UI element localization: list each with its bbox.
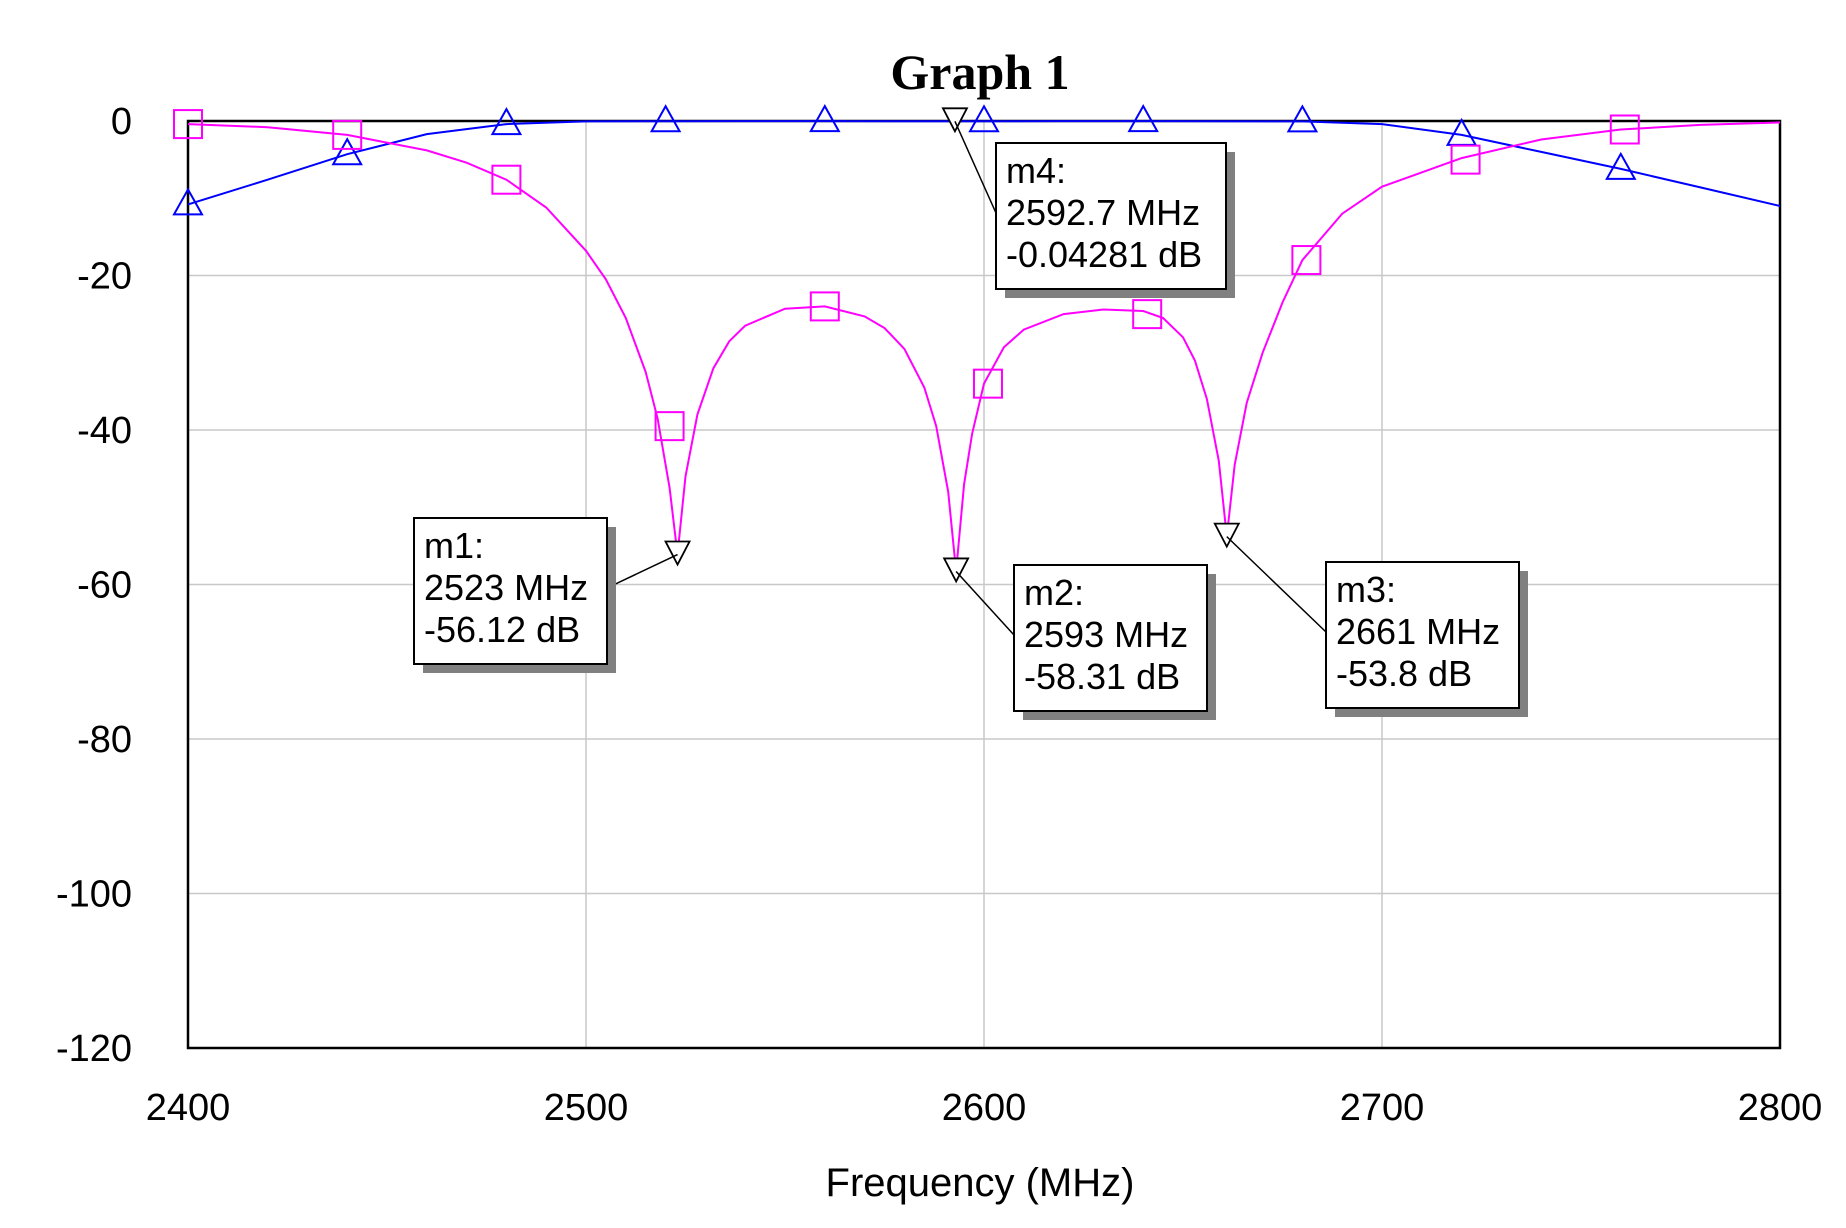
marker-1-leader xyxy=(606,553,678,589)
y-axis-ticks: 0 -20 -40 -60 -80 -100 -120 xyxy=(56,101,132,1070)
series-2-point xyxy=(1450,144,1481,175)
series-2 xyxy=(188,121,1780,572)
series-1-point xyxy=(172,187,204,216)
series-2-point xyxy=(173,109,203,140)
marker-group: m1:2523 MHz-56.12 dB m2:2593 MHz-58.31 dB… xyxy=(413,107,1528,720)
y-tick-label: -40 xyxy=(77,410,132,452)
marker-4-value: -0.04281 dB xyxy=(1006,234,1202,275)
marker-3-frequency: 2661 MHz xyxy=(1336,611,1500,652)
x-tick-label: 2400 xyxy=(146,1087,231,1129)
y-tick-label: -80 xyxy=(77,719,132,761)
series-2-point xyxy=(1609,114,1640,145)
y-tick-label: -20 xyxy=(77,256,132,298)
marker-4-frequency: 2592.7 MHz xyxy=(1006,192,1200,233)
y-tick-label: -60 xyxy=(77,565,132,607)
marker-2-frequency: 2593 MHz xyxy=(1024,614,1188,655)
series-2-line xyxy=(188,121,1780,572)
marker-2-leader xyxy=(955,570,1015,636)
series-2-point xyxy=(972,368,1003,399)
series-2-point xyxy=(809,291,840,322)
marker-3: m3:2661 MHz-53.8 dB xyxy=(1213,522,1528,717)
marker-4-triangle xyxy=(941,107,969,134)
series-1-point xyxy=(1445,117,1478,146)
series-group xyxy=(172,104,1780,572)
series-1-point xyxy=(331,137,363,166)
series-2-point xyxy=(1291,245,1322,276)
marker-1: m1:2523 MHz-56.12 dB xyxy=(413,517,692,673)
series-1-point xyxy=(1605,151,1637,180)
marker-3-value: -53.8 dB xyxy=(1336,653,1472,694)
marker-4-leader xyxy=(954,121,997,214)
series-1-point xyxy=(1127,104,1159,133)
marker-1-triangle xyxy=(664,540,692,567)
marker-1-frequency: 2523 MHz xyxy=(424,567,588,608)
x-tick-label: 2600 xyxy=(942,1087,1027,1129)
marker-2: m2:2593 MHz-58.31 dB xyxy=(942,557,1216,720)
marker-4-box xyxy=(995,142,1227,290)
marker-1-box xyxy=(413,517,608,665)
marker-2-triangle xyxy=(942,557,970,584)
x-tick-label: 2500 xyxy=(544,1087,629,1129)
series-1-point xyxy=(968,104,1000,133)
marker-1-value: -56.12 dB xyxy=(424,609,580,650)
series-1-point xyxy=(649,104,682,133)
marker-4-label: m4: xyxy=(1006,150,1066,191)
series-2-point xyxy=(1132,299,1163,330)
marker-3-leader xyxy=(1226,536,1327,633)
y-tick-label: 0 xyxy=(111,101,132,143)
marker-2-value: -58.31 dB xyxy=(1024,656,1180,697)
y-tick-label: -100 xyxy=(56,874,132,916)
marker-4: m4:2592.7 MHz-0.04281 dB xyxy=(941,107,1235,298)
marker-2-box xyxy=(1013,564,1208,712)
x-tick-label: 2700 xyxy=(1340,1087,1425,1129)
series-1-point xyxy=(490,107,523,136)
series-2-point xyxy=(491,164,522,195)
marker-1-label: m1: xyxy=(424,525,484,566)
y-tick-label: -120 xyxy=(56,1028,132,1070)
marker-3-label: m3: xyxy=(1336,569,1396,610)
x-tick-label: 2800 xyxy=(1738,1087,1823,1129)
marker-2-label: m2: xyxy=(1024,572,1084,613)
marker-3-triangle xyxy=(1213,522,1241,549)
series-1-point xyxy=(1286,104,1319,133)
chart-title: Graph 1 xyxy=(890,44,1069,100)
x-axis-ticks: 2400 2500 2600 2700 2800 xyxy=(146,1087,1823,1129)
series-1-point xyxy=(809,104,841,133)
series-2-point xyxy=(654,411,685,442)
x-axis-label: Frequency (MHz) xyxy=(826,1161,1135,1205)
series-2-point xyxy=(332,119,363,150)
marker-3-box xyxy=(1325,561,1520,709)
